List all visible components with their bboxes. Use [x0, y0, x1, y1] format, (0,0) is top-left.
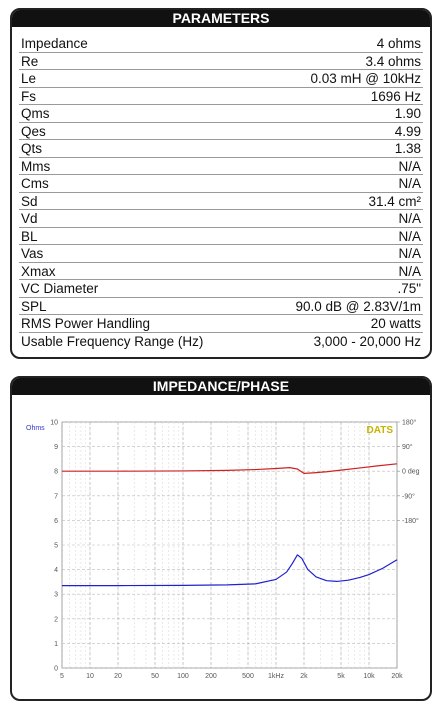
x-tick-label: 100	[177, 673, 189, 680]
y-tick-label: 6	[54, 518, 58, 525]
y2-tick-label: -90°	[402, 492, 415, 500]
parameter-row: RMS Power Handling 20 watts	[19, 315, 423, 333]
parameter-row: SPL 90.0 dB @ 2.83V/1m	[19, 298, 423, 315]
parameter-value: 3.4 ohms	[365, 53, 421, 69]
y-tick-label: 9	[54, 444, 58, 451]
parameter-row: Xmax N/A	[19, 263, 423, 280]
parameter-name: Re	[21, 53, 39, 69]
parameter-row: Usable Frequency Range (Hz) 3,000 - 20,00…	[19, 333, 423, 351]
y2-tick-label: 0 deg	[402, 469, 420, 476]
series-line	[62, 463, 398, 474]
y-axis-label: Ohms	[26, 425, 45, 432]
impedance-panel: IMPEDANCE/PHASE 0 1 2 3 4 5 6 7 8 9 10 180° 90° 0 deg…	[10, 376, 432, 701]
parameter-value: N/A	[398, 263, 421, 279]
parameter-value: N/A	[398, 228, 421, 244]
parameter-name: Mms	[21, 158, 51, 174]
parameter-name: BL	[21, 228, 38, 244]
panel-title: PARAMETERS	[12, 10, 430, 27]
parameter-name: Qms	[21, 106, 50, 121]
parameter-value: 20 watts	[370, 316, 421, 331]
parameter-row: Qms 1.90	[19, 105, 423, 123]
parameter-value: 90.0 dB @ 2.83V/1m	[295, 298, 421, 314]
y-tick-label: 1	[54, 641, 58, 648]
parameter-value: N/A	[398, 158, 421, 174]
parameter-name: VC Diameter	[21, 281, 99, 296]
parameter-row: Le 0.03 mH @ 10kHz	[19, 70, 423, 88]
parameter-name: Le	[21, 71, 37, 86]
parameter-name: Vas	[21, 246, 44, 261]
y-tick-label: 10	[50, 420, 58, 427]
parameter-name: Vd	[21, 211, 38, 226]
parameter-row: Fs 1696 Hz	[19, 88, 423, 105]
parameter-row: Qes 4.99	[19, 123, 423, 140]
parameter-value: N/A	[398, 246, 421, 261]
y-tick-label: 0	[54, 666, 58, 673]
chart: 0 1 2 3 4 5 6 7 8 9 10 180° 90° 0 deg -90° -180° 5 10 20 50…	[26, 419, 420, 681]
y-tick-label: 2	[54, 616, 58, 623]
parameter-name: SPL	[21, 298, 47, 314]
parameter-row: VC Diameter .75"	[19, 280, 423, 298]
annotation: DATS	[367, 425, 394, 436]
x-tick-label: 2k	[300, 673, 308, 680]
parameter-value: 1.90	[394, 106, 421, 121]
parameter-value: .75"	[397, 281, 421, 296]
y2-tick-label: 180°	[402, 419, 417, 427]
parameters-panel: PARAMETERS Impedance 4 ohms Re 3.4 ohms Le 0.…	[10, 8, 432, 359]
parameter-row: BL N/A	[19, 228, 423, 245]
x-tick-label: 50	[151, 673, 159, 680]
y-tick-label: 4	[54, 567, 58, 574]
y-tick-label: 3	[54, 592, 58, 599]
parameter-row: Re 3.4 ohms	[19, 53, 423, 70]
x-tick-label: 5k	[337, 673, 345, 680]
parameter-value: 4 ohms	[376, 36, 421, 51]
parameter-value: 31.4 cm²	[368, 193, 421, 209]
parameter-value: 3,000 - 20,000 Hz	[313, 333, 421, 349]
parameter-name: Xmax	[21, 263, 56, 279]
parameter-name: Cms	[21, 176, 49, 191]
x-tick-label: 500	[242, 673, 254, 680]
parameter-name: RMS Power Handling	[21, 316, 151, 331]
x-tick-label: 20	[114, 673, 122, 680]
parameter-name: Sd	[21, 193, 38, 209]
x-tick-label: 10k	[363, 673, 375, 680]
parameter-name: Usable Frequency Range (Hz)	[21, 333, 204, 349]
y2-tick-label: -180°	[402, 517, 419, 525]
x-tick-label: 200	[205, 673, 217, 680]
parameter-value: 1696 Hz	[370, 88, 421, 104]
parameter-value: N/A	[398, 176, 421, 191]
parameter-row: Sd 31.4 cm²	[19, 193, 423, 210]
parameter-row: Impedance 4 ohms	[19, 35, 423, 53]
series-line	[62, 554, 398, 587]
parameter-row: Cms N/A	[19, 175, 423, 193]
parameter-name: Qes	[21, 123, 46, 139]
y-tick-label: 5	[54, 543, 58, 550]
x-tick-label: 20k	[391, 673, 403, 680]
parameter-name: Qts	[21, 141, 43, 156]
x-tick-label: 10	[86, 673, 94, 680]
y-tick-label: 8	[54, 469, 58, 476]
parameter-value: 4.99	[394, 123, 421, 139]
parameter-row: Qts 1.38	[19, 140, 423, 158]
parameters-table: Impedance 4 ohms Re 3.4 ohms Le 0.03 mH @ 10k…	[19, 35, 423, 350]
panel-title: IMPEDANCE/PHASE	[12, 378, 430, 395]
parameter-value: 1.38	[394, 141, 421, 156]
y2-tick-label: 90°	[402, 443, 413, 451]
parameter-name: Fs	[21, 88, 36, 104]
parameter-row: Mms N/A	[19, 158, 423, 175]
parameter-row: Vd N/A	[19, 210, 423, 228]
parameter-value: N/A	[398, 211, 421, 226]
x-tick-label: 1kHz	[268, 673, 284, 680]
y-tick-label: 7	[54, 493, 58, 500]
x-tick-label: 5	[60, 673, 64, 680]
parameter-value: 0.03 mH @ 10kHz	[310, 71, 422, 86]
parameter-row: Vas N/A	[19, 245, 423, 263]
parameter-name: Impedance	[21, 36, 88, 51]
